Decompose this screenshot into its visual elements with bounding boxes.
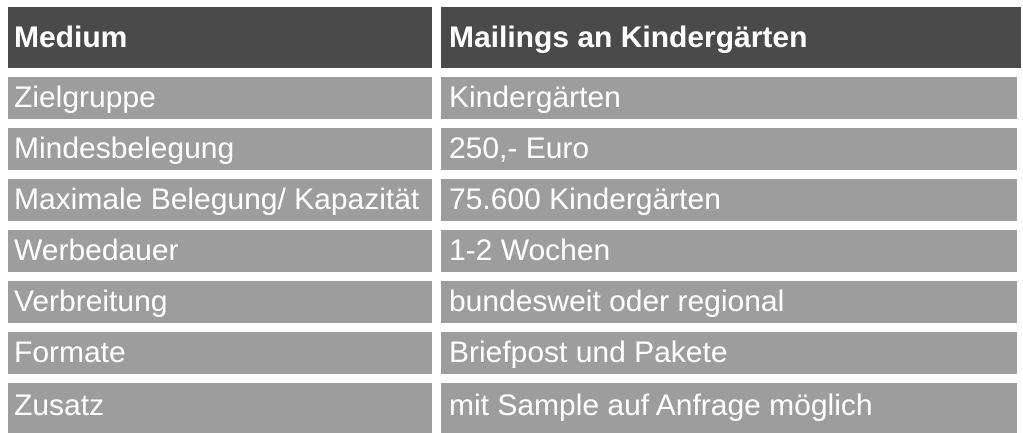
table-row-verbreitung: Verbreitung bundesweit oder regional bbox=[8, 281, 1023, 323]
row-label: Zusatz bbox=[8, 383, 432, 433]
row-label: Werbedauer bbox=[8, 230, 432, 272]
row-label: Maximale Belegung/ Kapazität bbox=[8, 179, 432, 221]
header-cell-medium: Medium bbox=[8, 7, 432, 68]
row-value: Briefpost und Pakete bbox=[441, 332, 1017, 374]
table-row-maximale-belegung: Maximale Belegung/ Kapazität 75.600 Kind… bbox=[8, 179, 1023, 221]
table-row-formate: Formate Briefpost und Pakete bbox=[8, 332, 1023, 374]
row-value: 250,- Euro bbox=[441, 128, 1017, 170]
header-cell-mailings-an-kindergaerten: Mailings an Kindergärten bbox=[441, 7, 1021, 68]
row-label: Zielgruppe bbox=[8, 77, 432, 119]
row-value: 75.600 Kindergärten bbox=[441, 179, 1017, 221]
table-row-werbedauer: Werbedauer 1-2 Wochen bbox=[8, 230, 1023, 272]
row-label: Formate bbox=[8, 332, 432, 374]
table-row-mindesbelegung: Mindesbelegung 250,- Euro bbox=[8, 128, 1023, 170]
row-label: Verbreitung bbox=[8, 281, 432, 323]
row-value: bundesweit oder regional bbox=[441, 281, 1017, 323]
row-value: mit Sample auf Anfrage möglich bbox=[441, 383, 1017, 433]
row-label: Mindesbelegung bbox=[8, 128, 432, 170]
table-row-zusatz: Zusatz mit Sample auf Anfrage möglich bbox=[8, 383, 1023, 433]
row-value: 1-2 Wochen bbox=[441, 230, 1017, 272]
row-value: Kindergärten bbox=[441, 77, 1017, 119]
table-row-zielgruppe: Zielgruppe Kindergärten bbox=[8, 77, 1023, 119]
header-row: Medium Mailings an Kindergärten bbox=[8, 7, 1023, 68]
